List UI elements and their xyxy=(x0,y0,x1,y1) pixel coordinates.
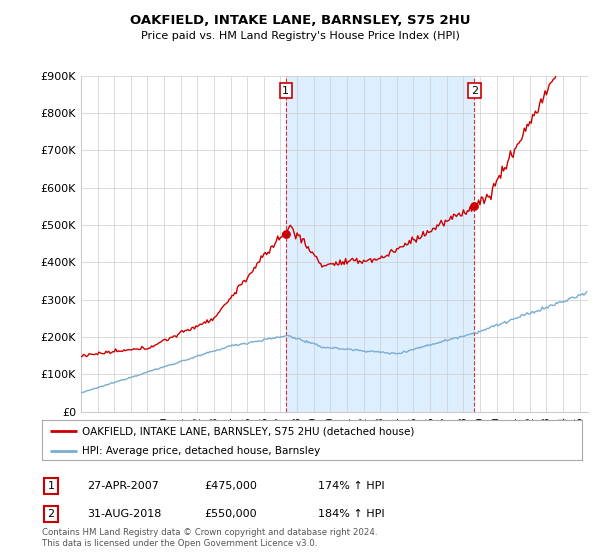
Text: 27-APR-2007: 27-APR-2007 xyxy=(87,481,159,491)
Text: 2: 2 xyxy=(47,509,55,519)
Text: 1: 1 xyxy=(47,481,55,491)
Text: HPI: Average price, detached house, Barnsley: HPI: Average price, detached house, Barn… xyxy=(83,446,321,456)
Text: 31-AUG-2018: 31-AUG-2018 xyxy=(87,509,161,519)
Text: OAKFIELD, INTAKE LANE, BARNSLEY, S75 2HU (detached house): OAKFIELD, INTAKE LANE, BARNSLEY, S75 2HU… xyxy=(83,426,415,436)
Text: 2: 2 xyxy=(471,86,478,96)
Text: Price paid vs. HM Land Registry's House Price Index (HPI): Price paid vs. HM Land Registry's House … xyxy=(140,31,460,41)
Text: 174% ↑ HPI: 174% ↑ HPI xyxy=(318,481,385,491)
Point xyxy=(470,202,479,211)
Point xyxy=(281,230,290,239)
Text: £550,000: £550,000 xyxy=(204,509,257,519)
Bar xyxy=(286,76,475,412)
Text: OAKFIELD, INTAKE LANE, BARNSLEY, S75 2HU: OAKFIELD, INTAKE LANE, BARNSLEY, S75 2HU xyxy=(130,14,470,27)
Text: £475,000: £475,000 xyxy=(204,481,257,491)
Text: 184% ↑ HPI: 184% ↑ HPI xyxy=(318,509,385,519)
Text: 1: 1 xyxy=(282,86,289,96)
Text: Contains HM Land Registry data © Crown copyright and database right 2024.
This d: Contains HM Land Registry data © Crown c… xyxy=(42,528,377,548)
